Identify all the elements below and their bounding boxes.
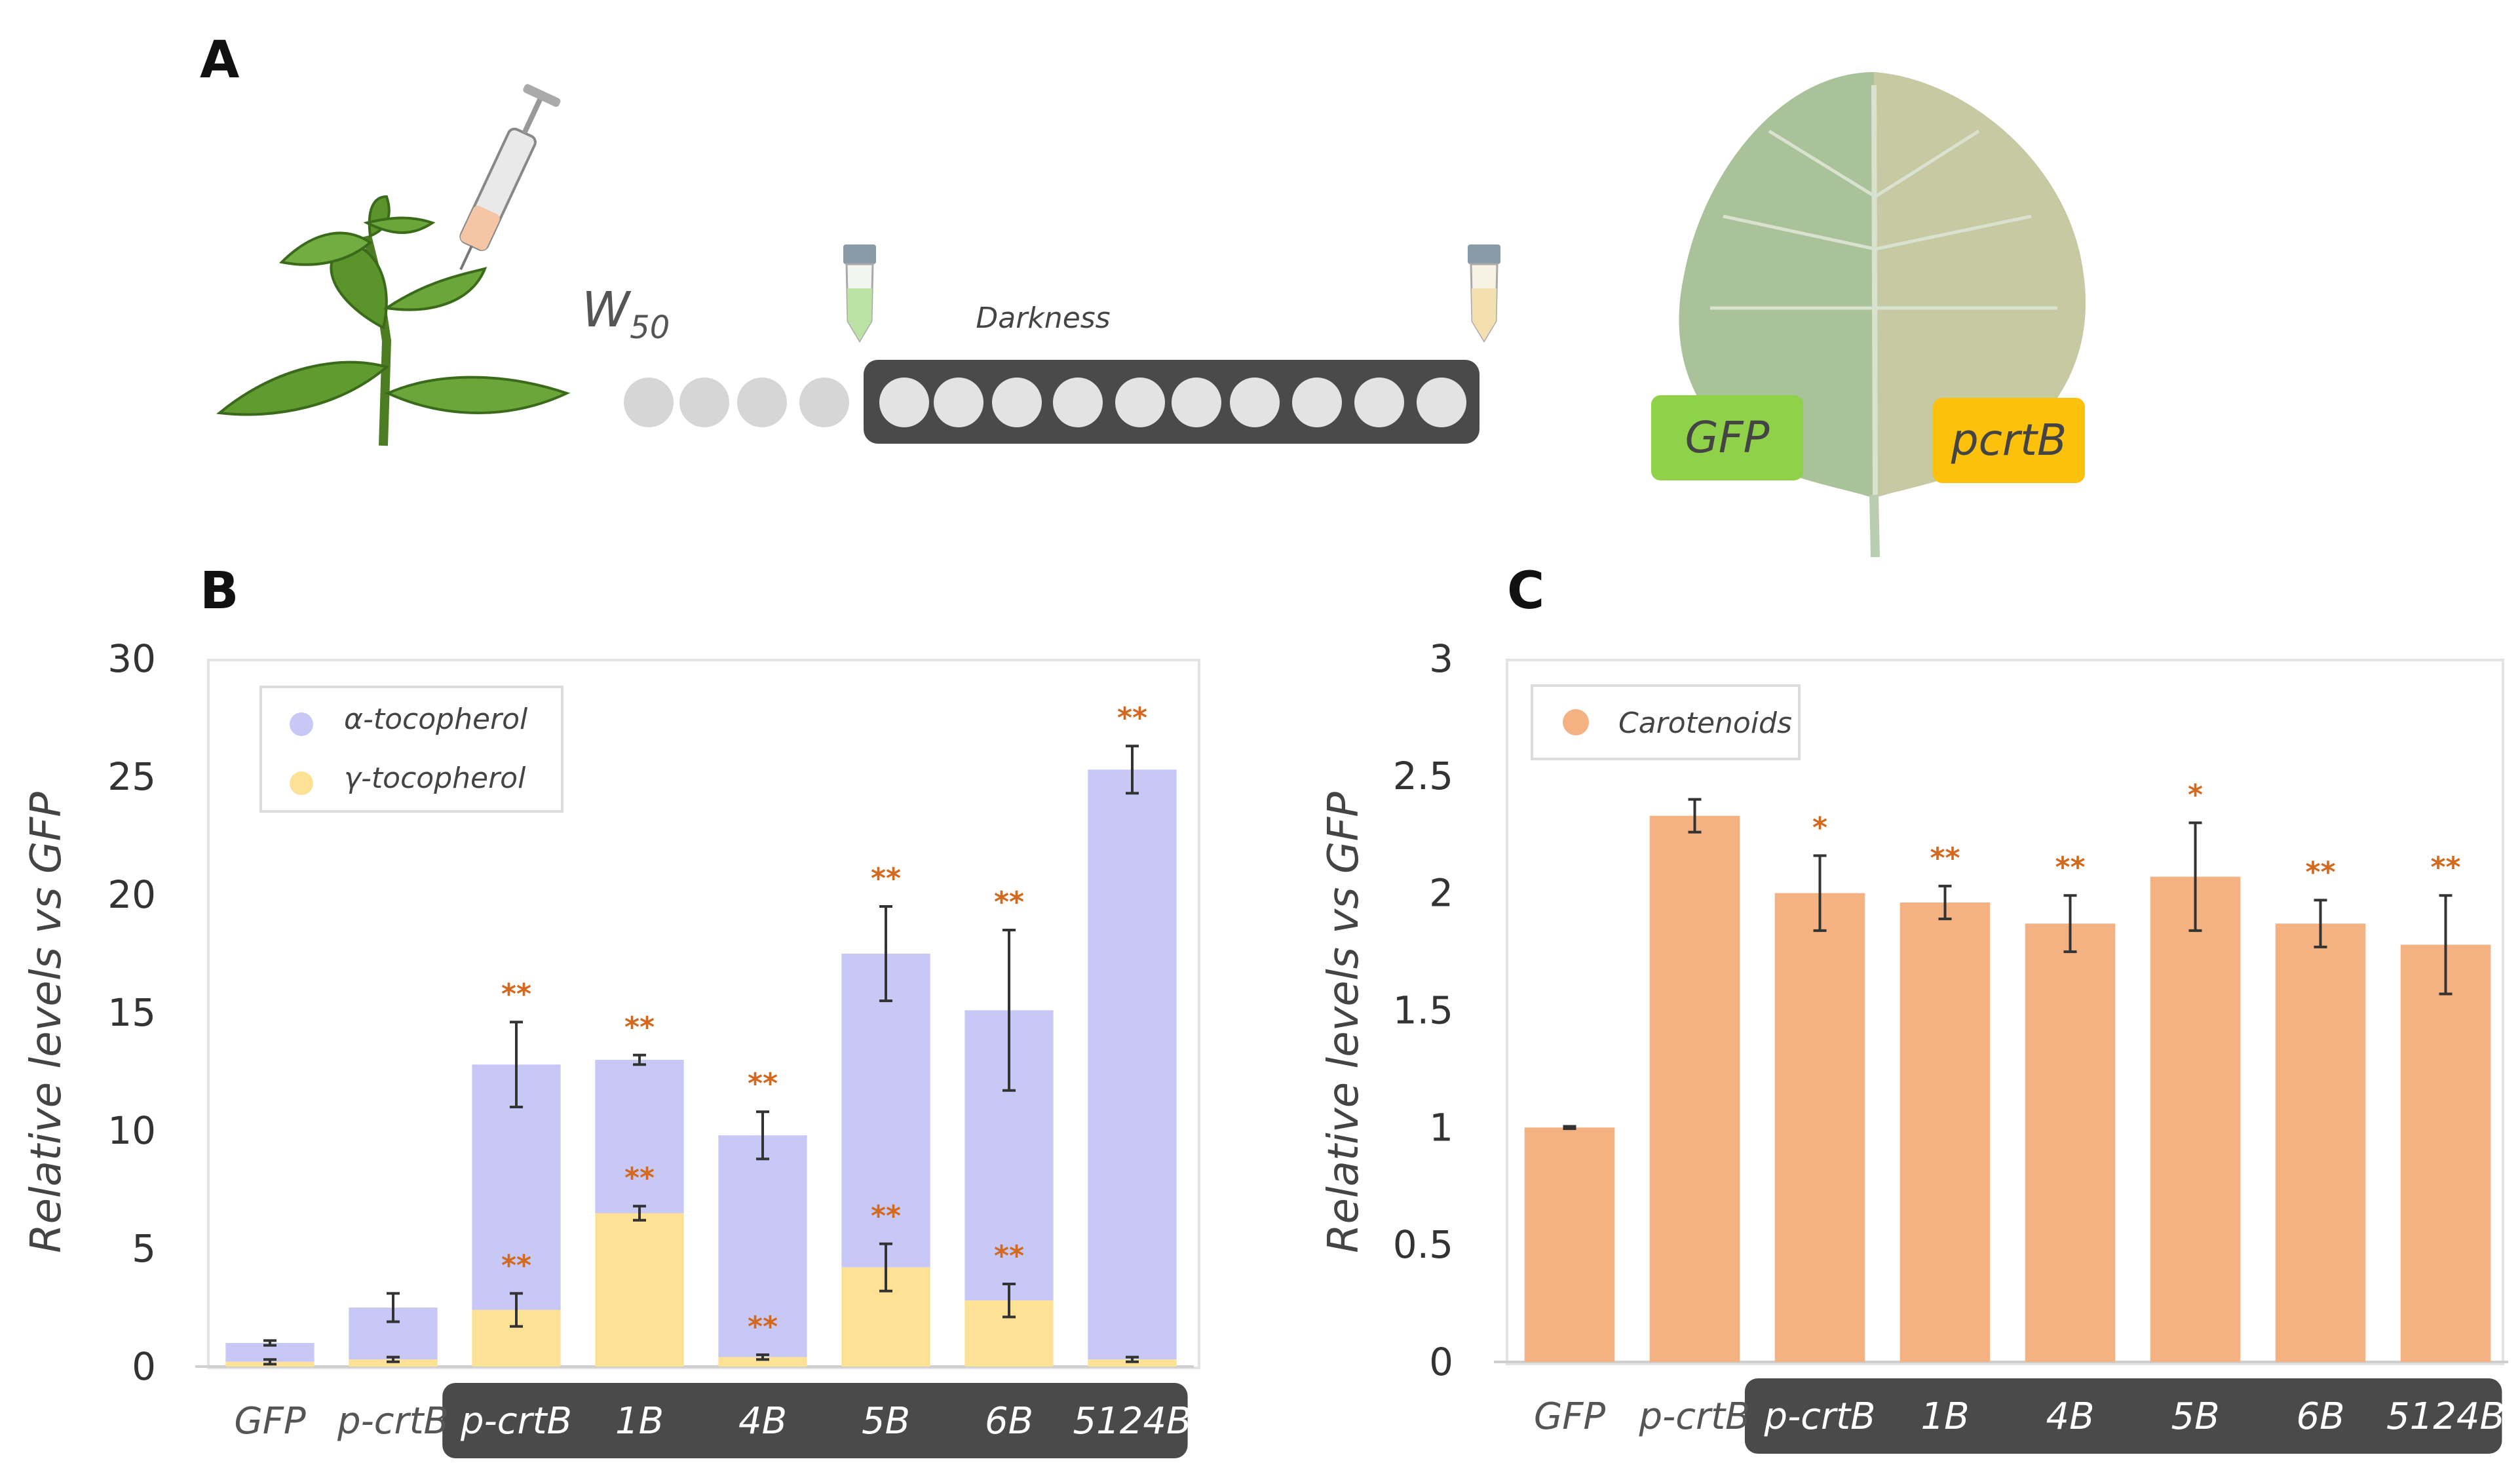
bar-alpha-tocopherol (1088, 769, 1177, 1360)
chart-c-plot-area (1506, 659, 2504, 1365)
x-category-label: 5B (2171, 1395, 2219, 1438)
y-tick-label: 1.5 (1393, 988, 1453, 1033)
bar-carotenoids (2150, 876, 2241, 1362)
bar-gamma-tocopherol (718, 1357, 807, 1367)
y-tick-label: 2.5 (1393, 754, 1453, 798)
highlight-band (442, 1383, 1188, 1458)
significance-mark: ** (624, 1161, 655, 1195)
x-category-label: 1B (615, 1400, 664, 1443)
x-category-label: GFP (1534, 1395, 1606, 1438)
significance-mark: ** (748, 1310, 778, 1344)
bar-alpha-tocopherol (595, 1060, 684, 1213)
y-tick-label: 0 (132, 1344, 156, 1389)
y-tick-label: 5 (132, 1226, 156, 1271)
legend-carotenoids-marker (1563, 709, 1589, 735)
significance-mark: ** (501, 977, 531, 1011)
legend-alpha-marker (290, 712, 313, 736)
leaf-illustration (1679, 72, 2086, 558)
x-category-label: p-crtB (1639, 1395, 1751, 1438)
x-category-label: 5B (862, 1400, 910, 1443)
tube-icon (843, 244, 876, 343)
y-tick-label: 2 (1429, 871, 1453, 916)
panel-c-label: C (1507, 562, 1544, 621)
darkness-phase-bar (864, 360, 1480, 444)
significance-mark: ** (994, 1239, 1024, 1273)
bar-alpha-tocopherol (841, 954, 930, 1268)
bar-carotenoids (1524, 1127, 1615, 1362)
significance-mark: * (1812, 811, 1827, 844)
tube-icon (1468, 244, 1500, 343)
significance-mark: ** (624, 1011, 655, 1044)
y-tick-label: 15 (107, 990, 156, 1035)
bar-carotenoids (1900, 902, 1991, 1362)
highlight-band (1744, 1378, 2502, 1454)
significance-mark: ** (871, 862, 901, 895)
significance-mark: * (2188, 778, 2203, 811)
significance-mark: ** (2430, 851, 2460, 884)
w50-label: W50 (582, 282, 670, 346)
syringe-icon (459, 84, 561, 271)
chart-c: 0 0.5 1 1.5 2 2.5 3 GFP p-crtB * p-crtB ** 1B ** 4B * 5B… (1393, 636, 2508, 1454)
legend-alpha-label: α-tocopherol (344, 703, 528, 736)
legend-carotenoids-label: Carotenoids (1618, 707, 1792, 740)
legend-gamma-marker (290, 771, 313, 795)
bar-carotenoids (2400, 944, 2491, 1362)
y-tick-label: 3 (1429, 636, 1453, 681)
significance-mark: ** (501, 1249, 531, 1282)
chart-c-ylabel: Relative levels vs GFP (1320, 792, 1368, 1253)
significance-mark: ** (748, 1067, 778, 1100)
light-phase-circles (624, 378, 849, 427)
significance-mark: ** (1117, 701, 1147, 735)
darkness-label: Darkness (976, 301, 1110, 335)
x-category-label: GFP (234, 1400, 306, 1443)
x-category-label: 5124B (1073, 1400, 1192, 1443)
gfp-label: GFP (1685, 412, 1770, 463)
y-tick-label: 0 (1429, 1340, 1453, 1384)
plant-illustration (216, 195, 571, 446)
significance-mark: ** (994, 885, 1024, 919)
x-category-label: 4B (2046, 1395, 2094, 1438)
bar-gamma-tocopherol (595, 1213, 684, 1367)
significance-mark: ** (2055, 851, 2085, 884)
bar-alpha-tocopherol (718, 1135, 807, 1357)
bar-carotenoids (1774, 893, 1865, 1362)
panel-b-label: B (200, 562, 239, 621)
panel-a-label: A (200, 31, 239, 90)
y-tick-label: 0.5 (1393, 1222, 1453, 1267)
gfp-label-box (1651, 395, 1803, 480)
significance-mark: ** (2305, 855, 2335, 889)
x-category-label: 1B (1920, 1395, 1969, 1438)
pcrtb-label-box (1933, 398, 2085, 483)
x-category-label: 6B (2296, 1395, 2344, 1438)
significance-mark: ** (1930, 842, 1960, 875)
x-category-label: 5124B (2386, 1395, 2505, 1438)
x-category-label: p-crtB (1764, 1395, 1876, 1438)
significance-mark: ** (871, 1199, 901, 1233)
y-tick-label: 25 (107, 754, 156, 799)
y-tick-label: 10 (107, 1108, 156, 1153)
y-tick-label: 30 (107, 636, 156, 681)
y-tick-label: 1 (1429, 1105, 1453, 1150)
chart-b-legend (259, 686, 563, 813)
x-category-label: 6B (985, 1400, 1033, 1443)
x-category-label: 4B (738, 1400, 787, 1443)
bar-carotenoids (2025, 923, 2116, 1362)
chart-b: 0 5 10 15 20 25 30 GFP p-crtB ** ** p-crtB ** ** 1B ** *… (107, 636, 1194, 1458)
pcrtb-label: pcrtB (1951, 415, 2067, 465)
x-category-label: p-crtB (460, 1400, 572, 1443)
y-tick-label: 20 (107, 872, 156, 917)
x-category-label: p-crtB (337, 1400, 449, 1443)
bar-carotenoids (2275, 923, 2366, 1362)
bar-carotenoids (1649, 815, 1740, 1362)
legend-gamma-label: γ-tocopherol (344, 762, 526, 795)
chart-b-ylabel: Relative levels vs GFP (22, 792, 71, 1253)
